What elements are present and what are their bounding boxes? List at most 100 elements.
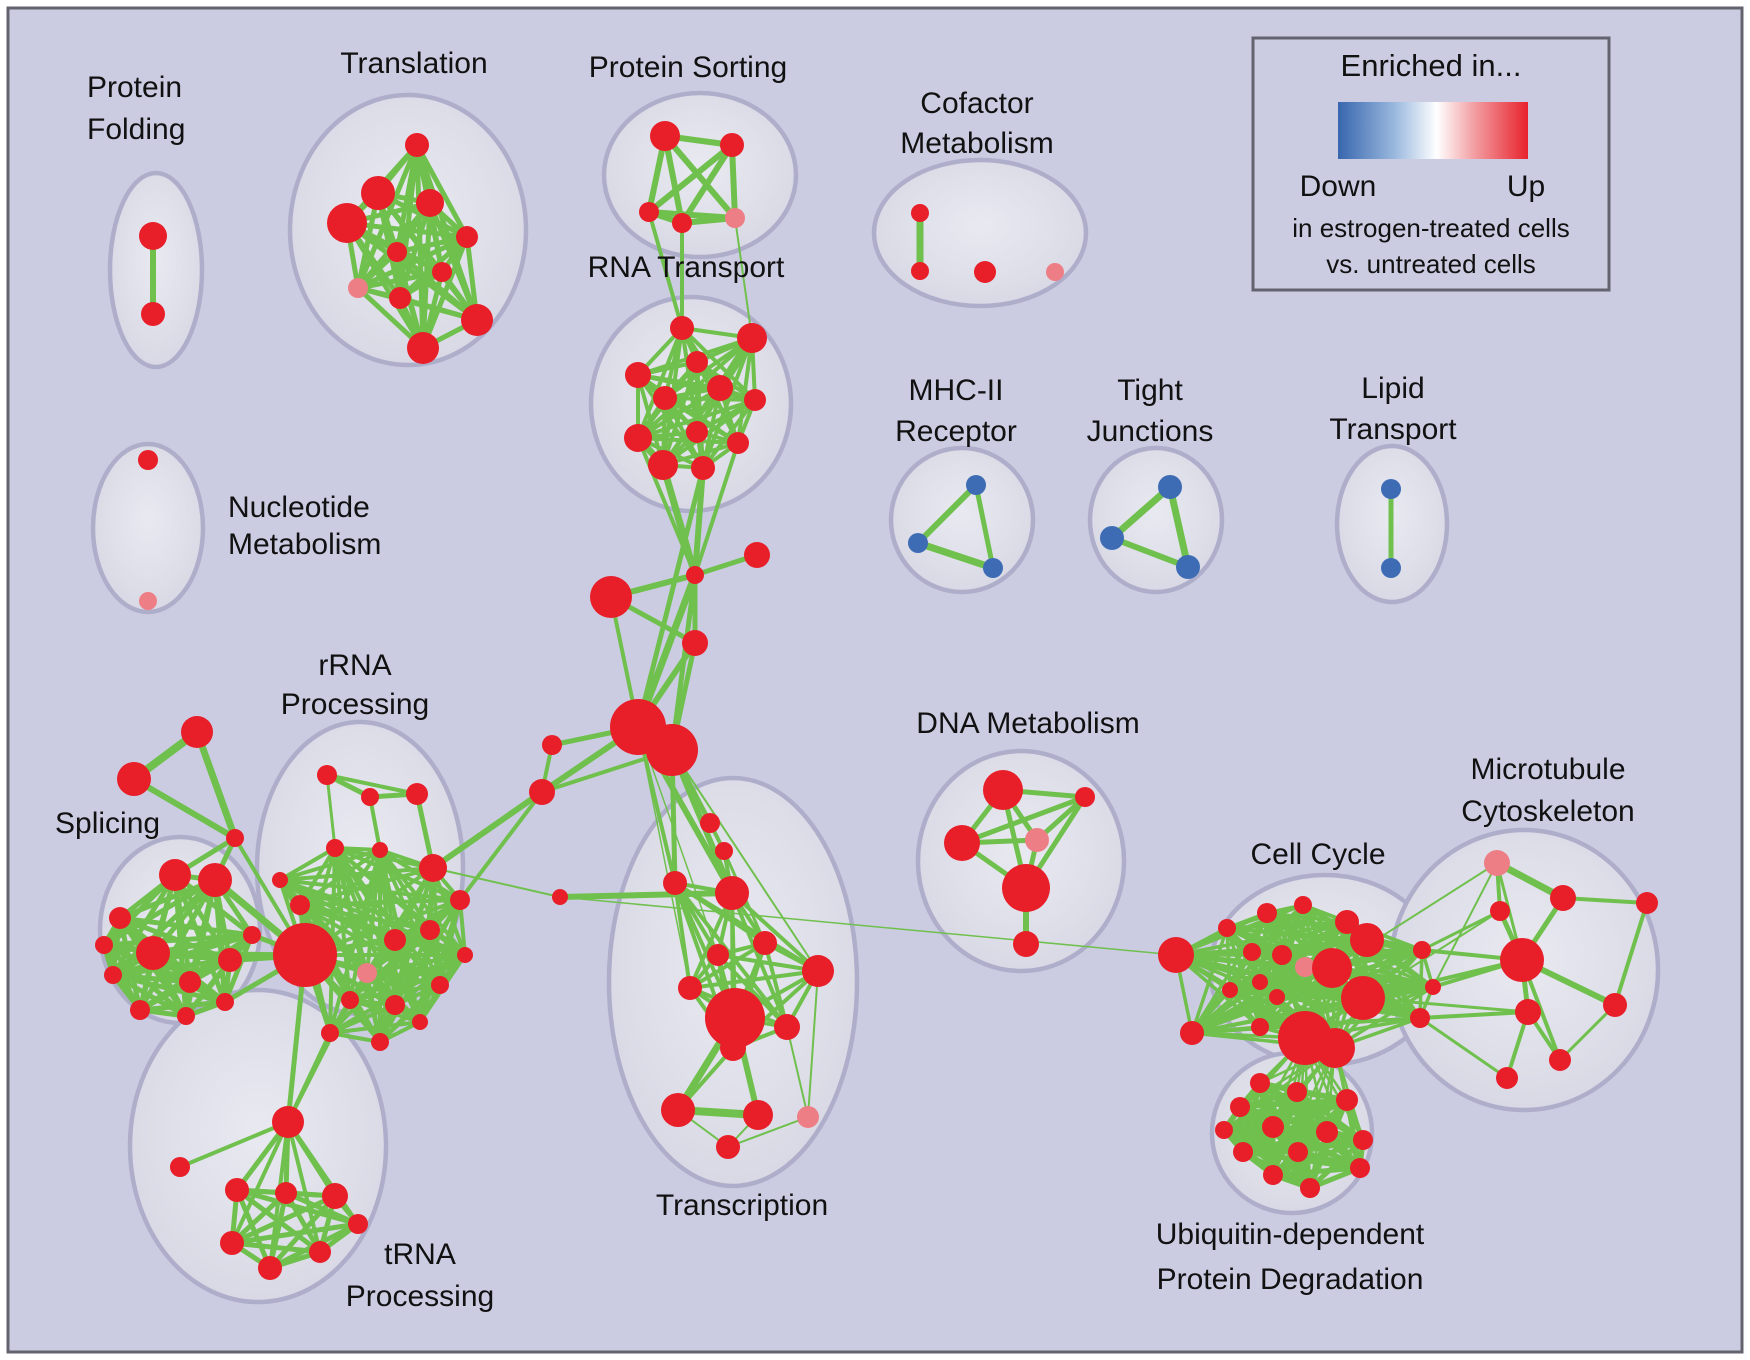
network-edge — [328, 1020, 422, 1035]
network-edge — [647, 210, 684, 330]
network-node-cc-19 — [1222, 982, 1238, 998]
network-node-dm-0 — [983, 770, 1023, 810]
network-node-rt-11 — [691, 456, 715, 480]
network-node-tn-1 — [170, 1157, 190, 1177]
network-node-cc-12 — [1312, 948, 1352, 988]
network-edge — [222, 932, 255, 1005]
network-edge — [394, 234, 470, 255]
network-edge — [430, 789, 545, 871]
network-node-tr-9 — [461, 304, 493, 336]
network-edge — [636, 326, 684, 440]
network-node-rt-2 — [686, 351, 708, 373]
network-node-ub-1 — [1287, 1082, 1307, 1102]
network-edge — [325, 773, 419, 796]
network-node-rr-12 — [385, 995, 405, 1015]
cluster-label-tight-junctions: Junctions — [1087, 415, 1214, 448]
network-node-cc-20 — [1315, 1028, 1355, 1068]
network-node-mhc-1 — [908, 533, 928, 553]
network-edge — [659, 461, 699, 579]
network-node-ub-4 — [1262, 1116, 1284, 1138]
network-node-ctr-3 — [682, 630, 708, 656]
network-edge — [137, 932, 255, 1013]
network-edge — [1561, 896, 1649, 905]
network-node-tr-10 — [407, 332, 439, 364]
network-edge — [117, 877, 218, 921]
network-node-rr-15 — [371, 1033, 389, 1051]
network-node-nm-0 — [138, 450, 158, 470]
network-edge — [914, 539, 997, 572]
network-node-ps-2 — [639, 202, 659, 222]
network-edge — [344, 220, 426, 351]
network-edge — [1225, 926, 1424, 952]
network-edge — [183, 932, 255, 1019]
network-node-cc-17 — [1410, 1008, 1430, 1028]
network-node-cc-4 — [1243, 943, 1261, 961]
network-edge — [661, 398, 757, 467]
network-node-ctr-5 — [646, 724, 698, 776]
network-node-tn-0 — [272, 1106, 304, 1138]
network-edge — [172, 872, 255, 938]
network-edge — [1420, 909, 1502, 952]
network-node-cm-0 — [911, 204, 929, 222]
network-node-tx-5 — [802, 955, 834, 987]
network-node-rr-5 — [419, 854, 447, 882]
network-node-sp-11 — [243, 926, 261, 944]
network-edge — [101, 942, 189, 1019]
network-node-rr-17 — [457, 947, 473, 963]
network-node-lt-1 — [1381, 558, 1401, 578]
network-node-rt-7 — [686, 421, 708, 443]
network-node-tn-4 — [322, 1183, 348, 1209]
network-node-rt-0 — [670, 316, 694, 340]
network-edge — [637, 726, 691, 989]
network-node-sp-6 — [104, 966, 122, 984]
network-edge — [680, 326, 757, 402]
network-edge — [973, 482, 996, 571]
legend-box — [1251, 36, 1611, 292]
network-node-ub-0 — [1250, 1073, 1270, 1093]
network-node-cc-0 — [1158, 937, 1194, 973]
network-edge — [807, 970, 819, 1118]
network-node-ctr-2 — [590, 576, 632, 618]
network-node-tri-2 — [226, 829, 244, 847]
network-node-sp-9 — [216, 993, 234, 1011]
network-node-tx-7 — [774, 1014, 800, 1040]
network-node-rr-8 — [384, 929, 406, 951]
network-node-sp-10 — [95, 936, 113, 954]
network-edge — [1225, 926, 1262, 1029]
network-node-rr-16 — [412, 1014, 428, 1030]
network-node-mt-7 — [1549, 1049, 1571, 1071]
network-edge — [1418, 1016, 1509, 1080]
network-edge — [1108, 483, 1174, 542]
cluster-label-protein-sorting: Protein Sorting — [589, 51, 787, 84]
network-node-rr-11 — [341, 991, 359, 1009]
network-edge — [679, 142, 735, 226]
network-node-rr-2 — [406, 783, 428, 805]
network-edge — [1241, 1046, 1337, 1154]
cluster-label-rrna-processing: Processing — [281, 688, 429, 721]
network-edge — [355, 269, 445, 291]
cluster-label-lipid-transport: Lipid — [1361, 372, 1424, 405]
network-node-tx-0 — [663, 871, 687, 895]
network-node-ub-9 — [1350, 1158, 1370, 1178]
network-node-rr-14 — [321, 1024, 339, 1042]
network-node-rr-9 — [420, 920, 440, 940]
network-node-sp-0 — [159, 859, 191, 891]
network-node-dm-3 — [1025, 828, 1049, 852]
network-node-sp-1 — [198, 863, 232, 897]
network-edge — [1228, 988, 1422, 1020]
network-node-cc-8 — [1269, 989, 1285, 1005]
network-node-tx-8 — [720, 1035, 746, 1061]
network-edge — [234, 1187, 361, 1227]
network-edge — [635, 465, 706, 730]
cluster-label-nucleotide-metabolism: Metabolism — [228, 528, 381, 561]
legend-down-label: Down — [1300, 170, 1377, 203]
network-edge — [663, 396, 757, 402]
network-edge — [716, 953, 820, 973]
network-node-tx-2 — [753, 931, 777, 955]
network-edge — [278, 878, 442, 987]
network-edge — [101, 942, 143, 1013]
cluster-label-splicing: Splicing — [55, 807, 160, 840]
network-edge — [298, 903, 467, 957]
network-edge — [229, 1221, 361, 1246]
